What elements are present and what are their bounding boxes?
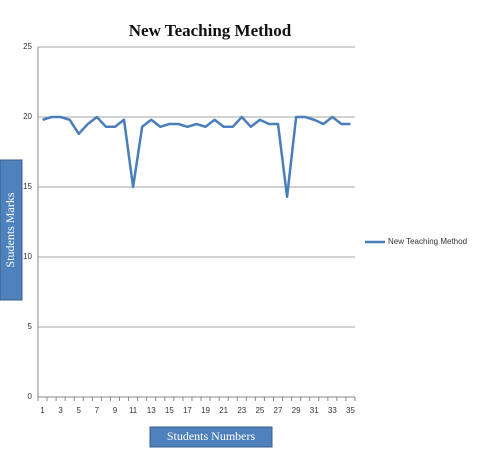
x-tick-label: 35 — [346, 406, 355, 415]
x-tick-label: 25 — [255, 406, 264, 415]
x-axis-label: Students Numbers — [167, 429, 256, 443]
x-tick-label: 1 — [40, 406, 45, 415]
x-tick-label: 21 — [219, 406, 228, 415]
x-tick-label: 13 — [147, 406, 156, 415]
y-tick-label: 25 — [23, 42, 32, 51]
x-label-box — [149, 426, 273, 448]
x-tick-label: 11 — [129, 406, 138, 415]
y-tick-label: 15 — [23, 182, 32, 191]
x-tick-label: 23 — [237, 406, 246, 415]
x-tick-label: 27 — [274, 406, 283, 415]
chart-title: New Teaching Method — [129, 21, 292, 40]
legend-label: New Teaching Method — [388, 237, 467, 246]
y-tick-label: 10 — [23, 252, 32, 261]
x-tick-label: 15 — [165, 406, 174, 415]
y-tick-label: 0 — [28, 392, 33, 401]
series-line — [42, 115, 351, 199]
x-tick-label: 31 — [310, 406, 319, 415]
x-tick-label: 7 — [95, 406, 100, 415]
x-tick-label: 3 — [58, 406, 63, 415]
x-tick-label: 29 — [292, 406, 301, 415]
x-tick-label: 19 — [201, 406, 210, 415]
y-tick-label: 5 — [28, 322, 33, 331]
x-tick-label: 5 — [77, 406, 82, 415]
y-tick-label: 20 — [23, 112, 32, 121]
x-tick-label: 33 — [328, 406, 337, 415]
y-label-box — [0, 159, 23, 301]
x-tick-label: 17 — [183, 406, 192, 415]
x-tick-label: 9 — [113, 406, 118, 415]
y-axis-label: Students Marks — [3, 192, 17, 267]
